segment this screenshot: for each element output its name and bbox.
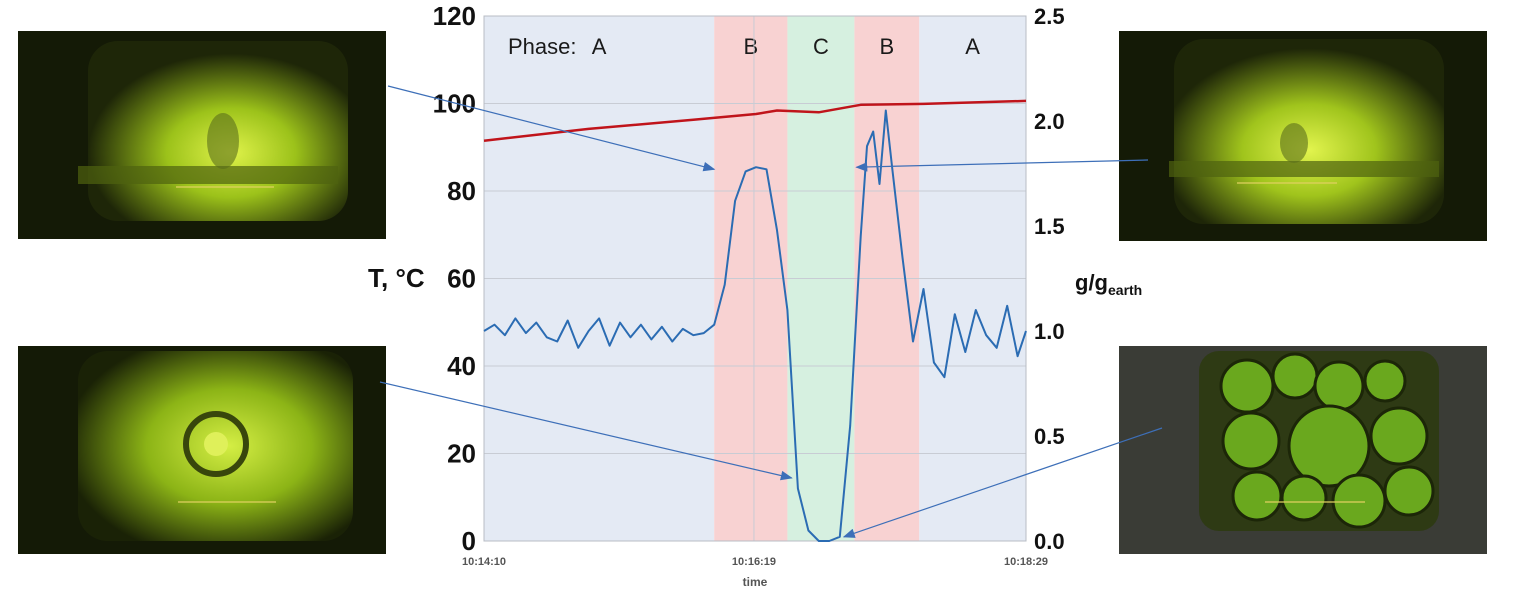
y-tick-right-4: 2.0 [1034,109,1065,134]
y-axis-label-right-sub: earth [1108,282,1142,298]
y-axis-label-right-main: g/g [1075,270,1108,295]
y-tick-right-2: 1.0 [1034,319,1065,344]
plot-frame [483,15,1027,542]
y-axis-label-right: g/gearth [1075,270,1142,298]
annotation-arrow-1 [855,159,1149,172]
y-tick-left-3: 60 [447,264,476,294]
series-line-0 [483,99,1027,142]
y-tick-left-0: 0 [462,526,476,556]
photo-top-left-image [18,31,386,239]
annotation-arrow-0 [387,85,716,172]
y-axis-label-left: T, °C [368,263,425,293]
y-tick-left-2: 40 [447,351,476,381]
phase-label-4: A [965,34,980,59]
photo-bottom-left-image [18,346,386,554]
phase-label-3: B [879,34,894,59]
photo-top-right-image [1119,31,1487,241]
photo-top-left [18,31,386,239]
x-tick-0: 10:14:10 [462,556,506,568]
y-tick-right-0: 0.0 [1034,529,1065,554]
photo-bottom-left [18,346,386,554]
y-tick-left-6: 120 [433,1,476,31]
photo-top-right [1119,31,1487,241]
annotation-arrow-2 [379,381,793,481]
annotation-arrow-3 [842,427,1163,538]
y-tick-left-1: 20 [447,439,476,469]
phase-label-0: A [592,34,607,59]
photo-bottom-right [1119,346,1487,554]
phase-label-1: B [743,34,758,59]
y-tick-right-1: 0.5 [1034,424,1065,449]
photo-bottom-right-image [1119,346,1487,554]
phase-label-prefix: Phase: [508,34,577,59]
x-tick-2: 10:18:29 [1004,556,1048,568]
phase-label-2: C [813,34,829,59]
x-axis-label: time [743,575,768,589]
y-tick-right-3: 1.5 [1034,214,1065,239]
y-tick-left-4: 80 [447,176,476,206]
x-tick-1: 10:16:19 [732,556,776,568]
y-tick-right-5: 2.5 [1034,4,1065,29]
